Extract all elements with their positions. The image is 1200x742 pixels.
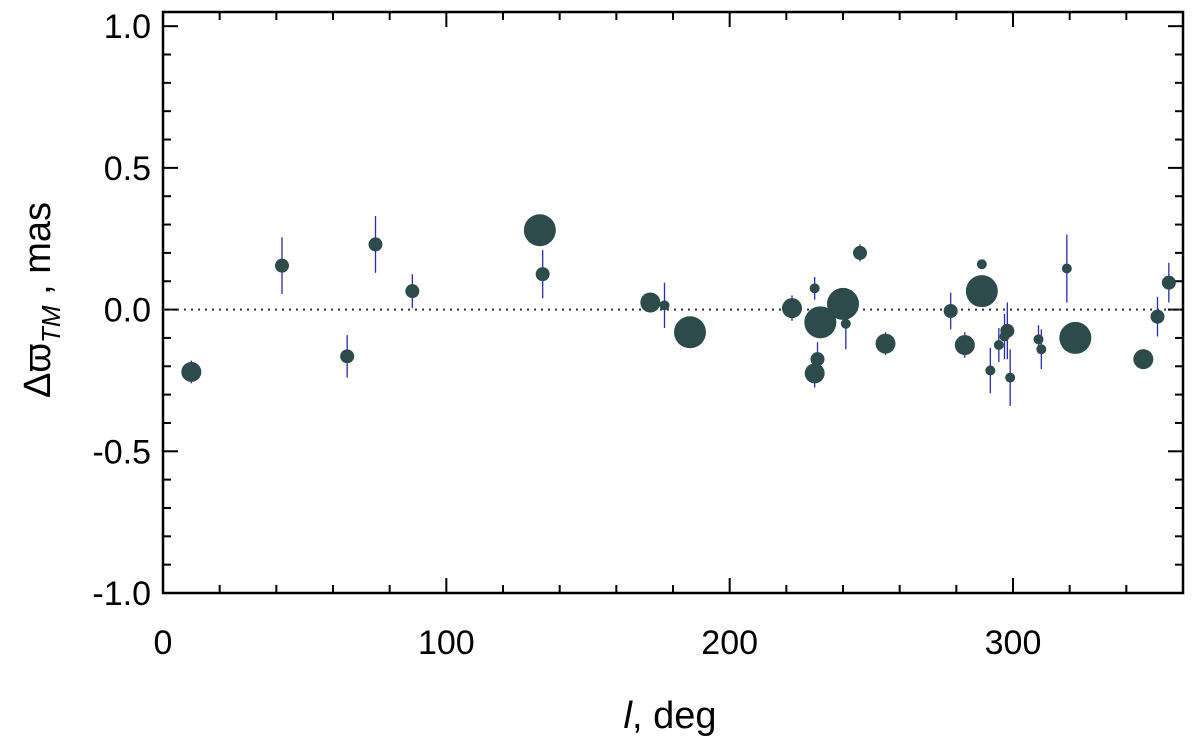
- tick-labels: 0 100 200 300 1.0 0.5 0.0 -0.5 -1.0: [92, 8, 1041, 662]
- data-point: [782, 298, 802, 319]
- data-point: [965, 275, 998, 308]
- data-point: [1161, 275, 1176, 290]
- y-axis-title-symbol: Δϖ: [17, 343, 59, 398]
- y-tick-label: 0.0: [104, 292, 151, 330]
- data-point: [804, 363, 825, 384]
- data-point: [853, 245, 867, 260]
- y-tick-label: -0.5: [92, 433, 151, 471]
- y-axis-title: ΔϖTM , mas: [17, 202, 66, 398]
- data-point: [1005, 372, 1016, 383]
- data-point: [943, 304, 958, 319]
- y-tick-label: -1.0: [92, 575, 151, 613]
- x-axis-title: l, deg: [624, 695, 717, 737]
- data-point: [1000, 323, 1015, 338]
- y-tick-label: 1.0: [104, 8, 151, 46]
- x-axis-title-unit: , deg: [632, 695, 717, 737]
- x-tick-label: 100: [418, 624, 475, 662]
- data-point: [804, 306, 837, 339]
- data-point: [659, 300, 670, 311]
- y-axis-title-unit: , mas: [17, 202, 59, 305]
- error-bars: [190, 216, 1170, 406]
- data-point: [810, 352, 825, 367]
- y-axis-title-subscript: TM: [36, 305, 66, 343]
- x-axis-title-italic: l: [624, 695, 634, 737]
- data-point: [1059, 321, 1092, 354]
- x-tick-label: 0: [154, 624, 173, 662]
- data-point: [840, 318, 851, 329]
- plot-frame: [161, 10, 1185, 595]
- data-point: [993, 340, 1004, 351]
- data-point: [640, 292, 661, 313]
- axes-frame: [161, 10, 1185, 595]
- data-point: [535, 267, 550, 282]
- data-point: [674, 316, 706, 349]
- data-point: [875, 333, 896, 354]
- data-point: [340, 349, 355, 364]
- data-point: [1150, 309, 1165, 324]
- data-point: [181, 361, 202, 382]
- data-point: [405, 284, 420, 299]
- data-point: [809, 283, 820, 294]
- data-point: [1033, 334, 1044, 345]
- y-tick-label: 0.5: [104, 150, 151, 188]
- data-point: [954, 335, 975, 356]
- data-points: [181, 214, 1176, 384]
- x-tick-label: 200: [701, 624, 758, 662]
- data-point: [1061, 263, 1072, 274]
- data-point: [985, 365, 996, 376]
- data-point: [1036, 344, 1047, 355]
- data-point: [1133, 349, 1154, 370]
- data-point: [275, 258, 289, 273]
- data-point: [827, 287, 859, 320]
- data-point: [523, 214, 556, 247]
- data-point: [976, 259, 987, 270]
- data-point: [368, 237, 383, 252]
- x-tick-label: 300: [985, 624, 1042, 662]
